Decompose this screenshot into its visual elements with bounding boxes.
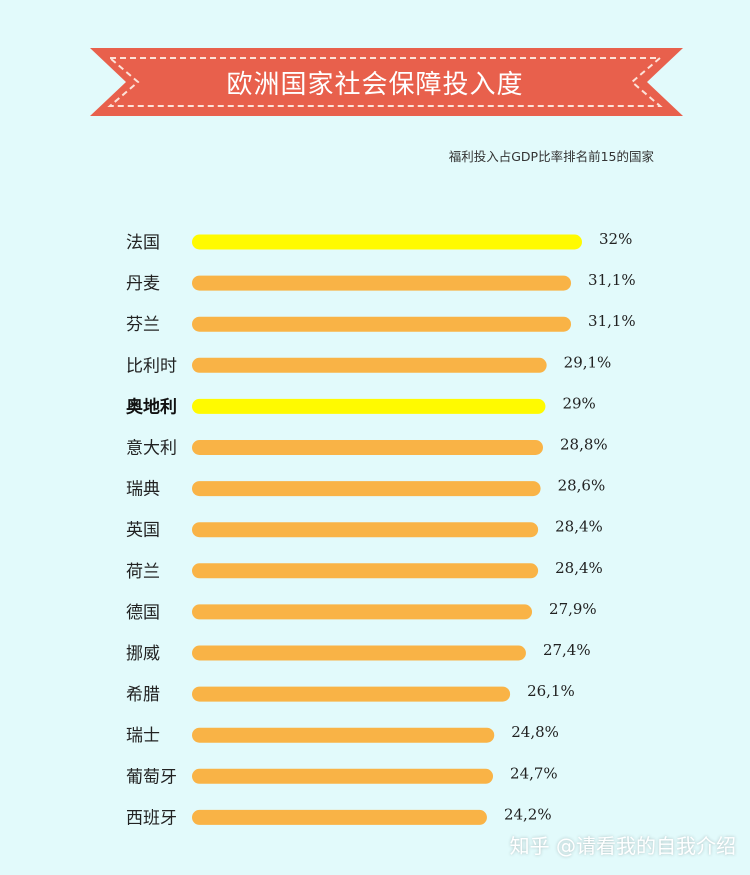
- value-label: 29,1%: [564, 353, 612, 371]
- value-label: 31,1%: [588, 271, 636, 289]
- value-label: 32%: [599, 230, 632, 248]
- bar: [192, 810, 487, 825]
- bar: [192, 399, 545, 414]
- category-label: 法国: [126, 233, 160, 253]
- value-label: 24,7%: [510, 764, 558, 782]
- value-label: 26,1%: [527, 682, 575, 700]
- category-label: 希腊: [126, 685, 160, 705]
- value-label: 24,2%: [504, 805, 552, 823]
- category-label: 意大利: [126, 439, 177, 459]
- category-label: 西班牙: [126, 808, 177, 828]
- bar: [192, 604, 532, 619]
- category-label: 芬兰: [126, 315, 160, 335]
- category-label: 挪威: [126, 644, 160, 664]
- value-label: 24,8%: [511, 723, 559, 741]
- bar: [192, 687, 510, 702]
- bar: [192, 276, 571, 291]
- bar: [192, 317, 571, 332]
- value-label: 27,9%: [549, 600, 597, 618]
- bar: [192, 522, 538, 537]
- bar: [192, 728, 494, 743]
- category-label: 瑞典: [126, 480, 160, 500]
- value-label: 28,6%: [558, 477, 606, 495]
- value-label: 29%: [562, 394, 595, 412]
- bar: [192, 358, 547, 373]
- bar: [192, 440, 543, 455]
- category-label: 荷兰: [126, 562, 160, 582]
- bar: [192, 646, 526, 661]
- category-label: 丹麦: [126, 274, 160, 294]
- category-label: 德国: [126, 603, 160, 623]
- watermark: 知乎 @请看我的自我介绍: [510, 830, 736, 859]
- category-label: 奥地利: [126, 396, 177, 417]
- value-label: 28,4%: [555, 559, 603, 577]
- category-label: 瑞士: [126, 726, 160, 746]
- category-label: 比利时: [126, 356, 177, 376]
- bar: [192, 769, 493, 784]
- value-label: 31,1%: [588, 312, 636, 330]
- bar: [192, 563, 538, 578]
- bar: [192, 481, 541, 496]
- value-label: 28,4%: [555, 518, 603, 536]
- category-label: 英国: [126, 521, 160, 541]
- value-label: 27,4%: [543, 641, 591, 659]
- value-label: 28,8%: [560, 436, 608, 454]
- bar: [192, 235, 582, 250]
- category-label: 葡萄牙: [126, 767, 177, 787]
